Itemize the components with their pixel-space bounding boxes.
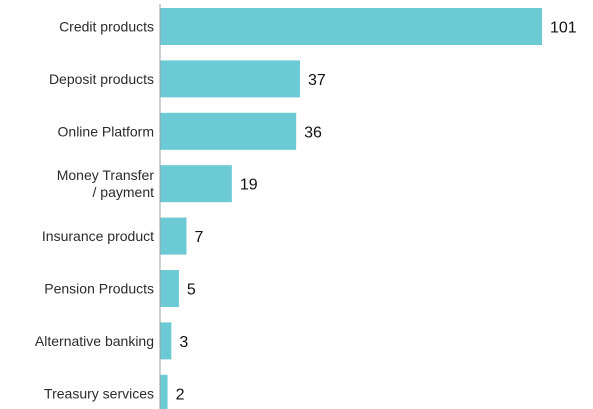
bar [160,165,232,203]
category-label-line: Credit products [59,19,154,35]
category-label-line: Insurance product [42,228,154,244]
value-label: 3 [179,334,188,351]
bar [160,112,297,150]
bars-group [160,8,542,409]
bar [160,270,179,307]
bar [160,322,172,360]
category-label: Insurance product [42,228,154,244]
category-labels: Credit products Deposit products Online Pl… [35,19,154,402]
category-label-line: Pension Products [44,281,154,297]
category-label-line: / payment [93,184,155,200]
category-label-line: Treasury services [44,385,154,401]
value-label: 37 [308,72,326,89]
category-label: Treasury services [44,385,154,401]
value-label: 19 [240,177,258,194]
value-labels: 101 37 36 19 7 5 3 2 [176,20,577,404]
value-label: 2 [176,386,185,403]
category-label: Credit products [59,19,154,35]
value-label: 5 [187,282,196,299]
bar [160,217,187,255]
category-label: Online Platform [58,123,154,139]
category-label-line: Online Platform [58,123,154,139]
value-label: 101 [550,20,577,37]
category-label: Alternative banking [35,333,154,349]
category-label-line: Alternative banking [35,333,154,349]
category-label-line: Money Transfer [57,167,155,183]
bar [160,8,542,45]
category-label: Deposit products [49,71,154,87]
value-label: 7 [194,229,203,246]
bar [160,374,168,409]
category-label-line: Deposit products [49,71,154,87]
bar [160,60,300,98]
category-label: Pension Products [44,281,154,297]
value-label: 36 [304,124,322,141]
category-label: Money Transfer / payment [57,167,155,200]
